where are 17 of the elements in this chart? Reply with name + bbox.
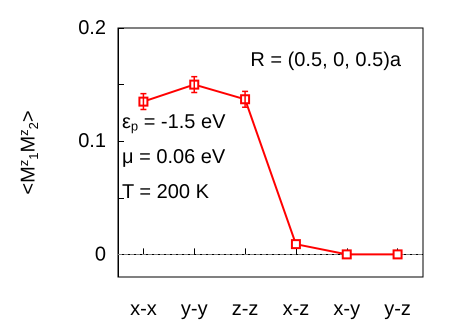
point bbox=[290, 239, 301, 250]
y-tick-label: 0 bbox=[94, 243, 106, 266]
y-axis-title: <Mz1Mz2> bbox=[16, 110, 41, 195]
x-tick-label: x-z bbox=[282, 298, 310, 320]
x-tick-label: x-y bbox=[333, 298, 360, 320]
x-tick-label: z-z bbox=[232, 298, 258, 320]
annotation: T = 200 K bbox=[122, 181, 210, 203]
annotation: R = (0.5, 0, 0.5)a bbox=[250, 49, 402, 71]
point bbox=[342, 249, 352, 260]
x-tick-label: y-z bbox=[384, 298, 411, 320]
x-tick-label: y-y bbox=[180, 298, 208, 320]
annotation: εp = -1.5 eV bbox=[122, 111, 226, 134]
x-tick-label: x-x bbox=[130, 298, 157, 320]
annotation: μ = 0.06 eV bbox=[122, 146, 226, 168]
y-tick-label: 0.2 bbox=[78, 17, 106, 39]
y-tick-label: 0.1 bbox=[78, 130, 106, 152]
point bbox=[392, 249, 403, 260]
